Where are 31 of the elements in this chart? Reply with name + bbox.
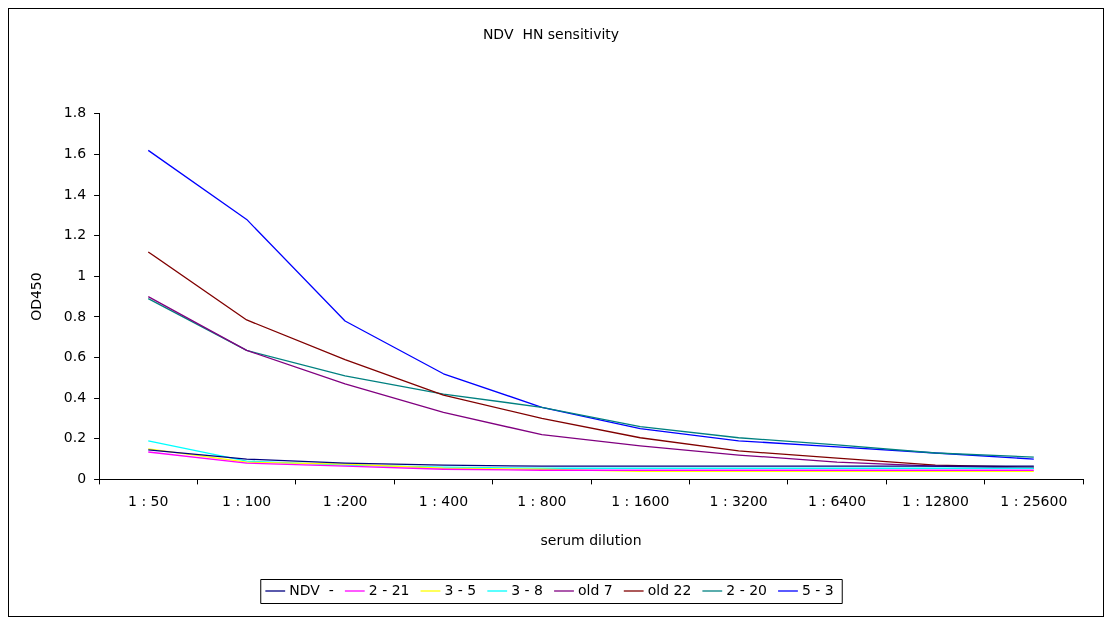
x-tick-label: 1 : 800 bbox=[517, 493, 567, 510]
y-tick-label: 0 bbox=[77, 470, 87, 487]
x-tick-label: 1 : 12800 bbox=[901, 493, 969, 510]
y-tick-label: 1.4 bbox=[63, 185, 87, 202]
x-tick-label: 1 :200 bbox=[322, 493, 368, 510]
y-tick-label: 1.6 bbox=[63, 145, 87, 162]
x-tick-label: 1 : 100 bbox=[222, 493, 272, 510]
y-tick-label: 1 bbox=[77, 266, 87, 283]
y-tick-label: 0.4 bbox=[63, 388, 87, 405]
legend-label: 3 - 5 bbox=[444, 581, 477, 598]
legend-label: old 22 bbox=[647, 581, 692, 598]
x-tick-label: 1 : 1600 bbox=[611, 493, 670, 510]
legend-label: old 7 bbox=[578, 581, 613, 598]
chart-title: NDV HN sensitivity bbox=[482, 26, 620, 43]
x-tick-label: 1 : 400 bbox=[418, 493, 469, 510]
x-tick-label: 1 : 50 bbox=[128, 493, 169, 510]
legend-label: 3 - 8 bbox=[511, 581, 544, 598]
x-tick-label: 1 : 3200 bbox=[709, 493, 768, 510]
y-tick-label: 0.8 bbox=[63, 307, 87, 324]
y-tick-label: 0.6 bbox=[63, 348, 87, 365]
legend-label: 2 - 20 bbox=[726, 581, 767, 598]
legend-label: 2 - 21 bbox=[368, 581, 410, 598]
y-tick-label: 1.2 bbox=[63, 226, 87, 243]
legend-label: NDV - bbox=[289, 581, 334, 598]
x-tick-label: 1 : 25600 bbox=[1000, 493, 1068, 510]
legend-label: 5 - 3 bbox=[801, 581, 834, 598]
y-tick-label: 1.8 bbox=[63, 104, 87, 121]
x-tick-label: 1 : 6400 bbox=[807, 493, 867, 510]
y-tick-label: 0.2 bbox=[63, 429, 87, 446]
y-axis-title: OD450 bbox=[28, 272, 45, 321]
x-axis-title: serum dilution bbox=[540, 532, 642, 549]
